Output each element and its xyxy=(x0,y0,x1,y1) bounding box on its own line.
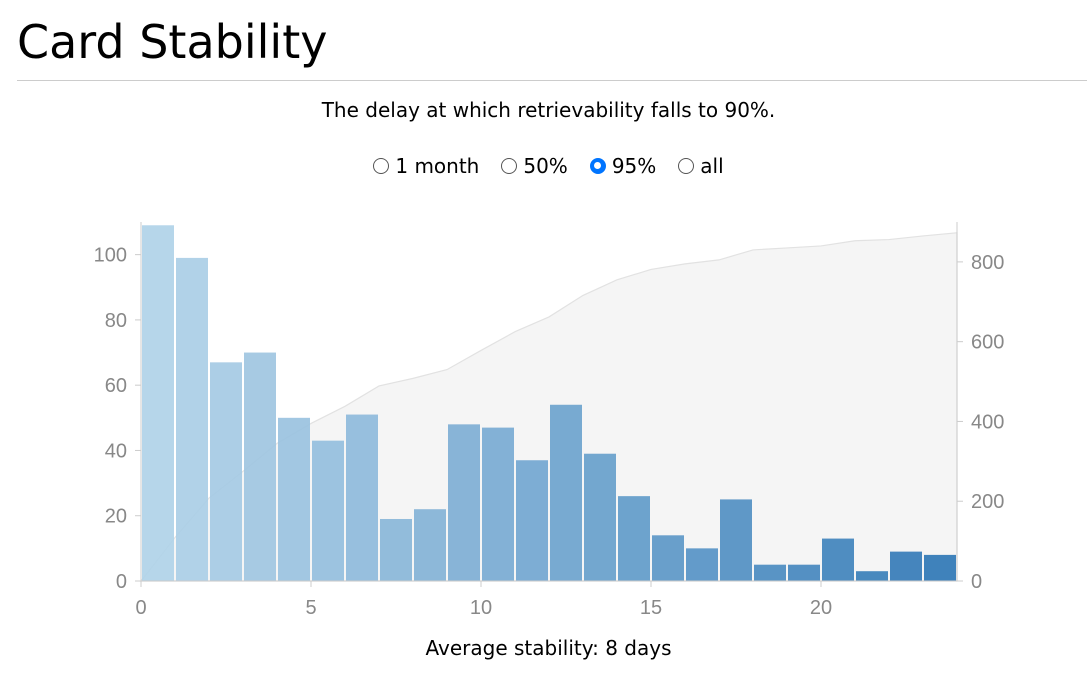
histogram-bar[interactable] xyxy=(278,417,310,581)
y2-tick-label: 200 xyxy=(971,491,1004,513)
histogram-bar[interactable] xyxy=(822,538,854,581)
y-tick-label: 100 xyxy=(94,245,127,267)
range-radio[interactable] xyxy=(501,158,518,174)
x-tick-label: 15 xyxy=(640,597,662,619)
y-tick-label: 20 xyxy=(105,506,127,528)
histogram-bar[interactable] xyxy=(244,352,276,581)
range-options: 1 month 50% 95% all xyxy=(0,152,1087,180)
y-tick-label: 60 xyxy=(105,375,127,397)
average-stability: Average stability: 8 days xyxy=(0,635,1087,661)
x-tick-label: 5 xyxy=(305,597,316,619)
bar-layer xyxy=(142,225,956,581)
histogram-bar[interactable] xyxy=(482,427,514,581)
histogram-bar[interactable] xyxy=(346,414,378,581)
y-tick-label: 40 xyxy=(105,440,127,462)
histogram-bar[interactable] xyxy=(550,404,582,581)
histogram-bar[interactable] xyxy=(176,257,208,581)
histogram-bar[interactable] xyxy=(312,440,344,581)
range-option-label: 95% xyxy=(611,154,657,178)
histogram-bar[interactable] xyxy=(924,554,956,581)
y2-tick-label: 800 xyxy=(971,252,1004,274)
histogram-bar[interactable] xyxy=(380,518,412,581)
chart-subtitle: The delay at which retrievability falls … xyxy=(321,98,776,122)
histogram-bar[interactable] xyxy=(584,453,616,581)
y-tick-label: 80 xyxy=(105,310,127,332)
x-tick-label: 0 xyxy=(135,597,146,619)
range-option-2[interactable]: 95% xyxy=(589,152,657,180)
page-title: Card Stability xyxy=(17,15,328,69)
range-radio[interactable] xyxy=(373,158,390,174)
range-option-label: all xyxy=(700,154,724,178)
range-option-label: 50% xyxy=(523,154,568,178)
range-option-label: 1 month xyxy=(395,154,480,178)
y2-tick-label: 400 xyxy=(971,411,1004,433)
histogram-bar[interactable] xyxy=(788,564,820,581)
histogram-bar[interactable] xyxy=(720,499,752,581)
histogram-bar[interactable] xyxy=(618,496,650,581)
x-tick-label: 10 xyxy=(470,597,492,619)
x-tick-label: 20 xyxy=(810,597,832,619)
histogram-bar[interactable] xyxy=(414,509,446,581)
average-stability-label: Average stability: xyxy=(425,636,599,660)
range-radio[interactable] xyxy=(589,158,606,174)
histogram-bar[interactable] xyxy=(856,571,888,581)
title-divider xyxy=(17,80,1087,81)
histogram-bar[interactable] xyxy=(686,548,718,581)
average-stability-value: 8 days xyxy=(605,636,672,660)
y2-tick-label: 0 xyxy=(971,571,982,593)
histogram-bar[interactable] xyxy=(652,535,684,581)
histogram-bar[interactable] xyxy=(210,362,242,581)
range-option-0[interactable]: 1 month xyxy=(373,152,479,180)
y2-tick-label: 600 xyxy=(971,332,1004,354)
y-tick-label: 0 xyxy=(116,571,127,593)
histogram-bar[interactable] xyxy=(448,424,480,581)
histogram-bar[interactable] xyxy=(890,551,922,581)
range-option-3[interactable]: all xyxy=(678,152,724,180)
histogram-bar[interactable] xyxy=(754,564,786,581)
histogram-bar[interactable] xyxy=(516,460,548,581)
histogram-bar[interactable] xyxy=(142,225,174,581)
range-radio[interactable] xyxy=(678,158,695,174)
range-option-1[interactable]: 50% xyxy=(501,152,568,180)
